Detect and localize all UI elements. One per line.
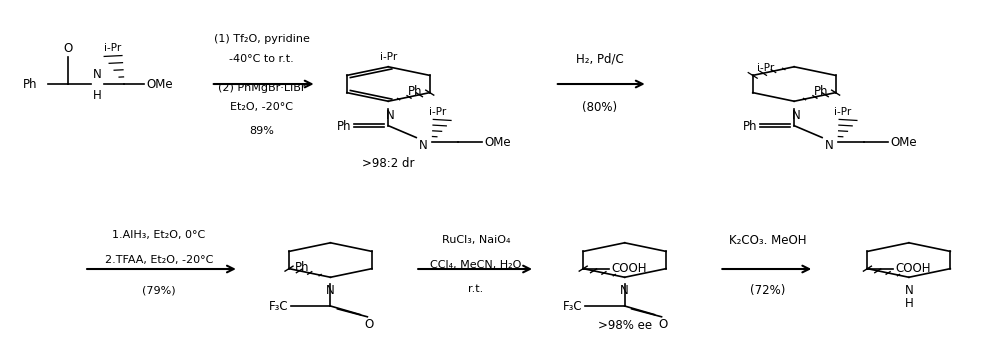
- Text: N: N: [792, 109, 801, 122]
- Text: (2) PhMgBr·LiBr: (2) PhMgBr·LiBr: [218, 83, 305, 93]
- Text: N: N: [620, 285, 629, 298]
- Text: Ph: Ph: [337, 119, 351, 132]
- Text: O: O: [659, 318, 668, 331]
- Text: OMe: OMe: [484, 136, 511, 149]
- Text: i-Pr: i-Pr: [757, 63, 774, 72]
- Text: N: N: [93, 68, 102, 81]
- Text: N: N: [326, 285, 335, 298]
- Text: N: N: [386, 109, 395, 122]
- Text: COOH: COOH: [895, 262, 931, 275]
- Text: H: H: [93, 89, 102, 102]
- Text: i-Pr: i-Pr: [834, 107, 852, 117]
- Text: H: H: [904, 297, 913, 310]
- Text: CCl₄, MeCN, H₂O: CCl₄, MeCN, H₂O: [430, 260, 522, 270]
- Text: (1) Tf₂O, pyridine: (1) Tf₂O, pyridine: [214, 34, 310, 44]
- Text: i-Pr: i-Pr: [380, 52, 397, 63]
- Text: 2.TFAA, Et₂O, -20°C: 2.TFAA, Et₂O, -20°C: [105, 255, 213, 265]
- Text: N: N: [419, 139, 428, 152]
- Text: O: O: [64, 42, 73, 55]
- Text: F₃C: F₃C: [269, 299, 289, 312]
- Text: Ph: Ph: [408, 85, 423, 98]
- Text: F₃C: F₃C: [563, 299, 583, 312]
- Text: Ph: Ph: [295, 261, 310, 274]
- Text: RuCl₃, NaiO₄: RuCl₃, NaiO₄: [442, 235, 510, 245]
- Text: N: N: [904, 285, 913, 298]
- Text: H₂, Pd/C: H₂, Pd/C: [576, 52, 624, 66]
- Text: COOH: COOH: [611, 262, 647, 275]
- Text: >98% ee: >98% ee: [598, 319, 652, 332]
- Text: Et₂O, -20°C: Et₂O, -20°C: [230, 102, 293, 112]
- Text: OMe: OMe: [890, 136, 917, 149]
- Text: i-Pr: i-Pr: [429, 107, 446, 117]
- Text: 1.AlH₃, Et₂O, 0°C: 1.AlH₃, Et₂O, 0°C: [112, 230, 206, 240]
- Text: O: O: [364, 318, 374, 331]
- Text: Ph: Ph: [814, 85, 829, 98]
- Text: (79%): (79%): [142, 286, 176, 295]
- Text: -40°C to r.t.: -40°C to r.t.: [229, 54, 294, 64]
- Text: r.t.: r.t.: [468, 284, 484, 294]
- Text: OMe: OMe: [146, 77, 173, 90]
- Text: (72%): (72%): [750, 284, 785, 297]
- Text: 89%: 89%: [249, 126, 274, 136]
- Text: i-Pr: i-Pr: [104, 43, 122, 53]
- Text: Ph: Ph: [23, 77, 38, 90]
- Text: >98:2 dr: >98:2 dr: [362, 157, 415, 170]
- Text: N: N: [825, 139, 834, 152]
- Text: (80%): (80%): [582, 101, 617, 114]
- Text: K₂CO₃. MeOH: K₂CO₃. MeOH: [729, 234, 806, 247]
- Text: Ph: Ph: [743, 119, 757, 132]
